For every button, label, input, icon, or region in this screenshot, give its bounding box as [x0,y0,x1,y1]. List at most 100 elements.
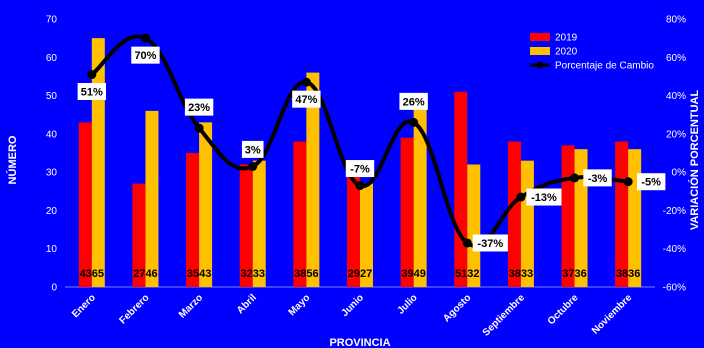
bar-2020 [306,72,320,287]
percent-label: 47% [292,90,321,108]
percent-label-box [636,173,666,191]
bar-data-labels: 4365 2746 3543 3233 3856 2927 3949 5132 3833 3736… [80,268,641,280]
y-tick-label: 10 [46,244,58,255]
bar-total-label: 3833 [509,268,533,280]
percent-label-text: 51% [81,87,103,99]
percent-change-point [516,192,526,202]
bar-2019 [507,141,521,287]
percent-label: 26% [399,92,428,110]
y-tick-label: 30 [46,168,58,179]
percent-label-text: 3% [245,144,261,156]
percent-change-point [248,161,258,171]
x-tick-label: Septiembre [481,292,528,339]
y2-tick-label: 20% [666,129,686,140]
bar-total-label: 3949 [401,268,425,280]
x-tick-label: Abril [235,292,259,316]
percent-label-box [583,169,612,187]
y2-tick-label: 0% [672,168,687,179]
percent-label-box [399,92,428,110]
bar-2019 [132,183,146,287]
percent-label: 70% [131,46,160,64]
y2-tick-label: -40% [663,244,686,255]
legend-label: 2019 [555,33,578,44]
percent-change-point [623,177,633,187]
x-tick-label: Noviembre [590,292,635,337]
percent-label: -5% [636,173,666,191]
x-tick-label: Julio [395,292,419,316]
percent-change-point [140,33,150,43]
bar-2019 [615,141,629,287]
y2-tick-label: 60% [666,53,686,64]
legend-label: 2020 [555,47,578,58]
percent-change-point [194,123,204,133]
percent-change-point [409,117,419,127]
x-tick-label: Marzo [177,292,205,320]
percent-label: -13% [526,188,562,206]
x-tick-label: Mayo [287,292,313,318]
percent-label-text: 26% [403,96,425,108]
bar-2019 [454,91,468,287]
y2-tick-label: 80% [666,15,686,26]
y-tick-label: 70 [46,15,58,26]
percent-label-box [131,46,160,64]
percent-label-box [472,234,508,252]
percent-label: 23% [184,98,214,116]
percent-change-point [87,70,97,80]
percent-label-text: 70% [134,50,156,62]
percent-label-box [241,140,264,158]
y2-axis-ticks: -60% -40% -20% 0% 20% 40% 60% 80% [663,15,686,294]
percent-change-line-group: 51% 70% 23% 3% 47% -7% 26% -37% -13% -3% -5% [77,33,666,252]
percent-label-box [345,160,375,178]
bar-total-label: 3233 [240,268,264,280]
y2-tick-label: -60% [663,283,686,294]
x-tick-label: Agosto [441,292,473,324]
bar-total-label: 3856 [294,268,318,280]
bar-total-label: 2746 [133,268,157,280]
x-tick-label: Febrero [117,292,151,326]
percent-label-text: -7% [350,164,370,176]
percent-label-text: -37% [477,238,503,250]
percent-label-text: -3% [588,173,608,185]
bar-2019 [400,137,414,287]
y-tick-label: 20 [46,206,58,217]
bar-total-label: 5132 [455,268,479,280]
y-tick-label: 60 [46,53,58,64]
legend: 2019 2020 Porcentaje de Cambio [530,33,654,72]
bar-2019 [293,141,307,287]
bar-2020 [145,110,159,287]
percent-change-point [355,181,365,191]
percent-label-box [184,98,214,116]
y2-tick-label: 40% [666,91,686,102]
percent-label: -3% [583,169,612,187]
y-tick-label: 50 [46,91,58,102]
bar-2020 [628,149,642,287]
y-tick-label: 40 [46,129,58,140]
bars [78,38,642,288]
bar-2019 [186,153,200,287]
y-axis-title: NÚMERO [6,135,19,184]
percent-change-point [301,77,311,87]
percent-label: 51% [77,83,107,101]
bar-2020 [91,38,105,288]
bar-2020 [413,99,427,288]
y-axis-ticks: 0 10 20 30 40 50 60 70 [46,15,58,294]
x-tick-label: Octubre [546,292,581,327]
bar-2020 [199,122,213,287]
y2-axis-title: VARIACIÓN PORCENTUAL [688,90,701,231]
x-tick-label: Junio [339,292,366,319]
y-tick-label: 0 [51,283,57,294]
legend-swatch-2020 [530,47,550,55]
x-tick-label: Enero [70,292,98,320]
bar-2020 [360,183,373,287]
percent-change-point [570,173,580,183]
bar-total-label: 3836 [616,268,640,280]
percent-label-box [292,90,321,108]
bar-total-label: 3736 [562,268,586,280]
bar-total-label: 2927 [348,268,372,280]
bar-2019 [78,122,92,287]
percent-label-box [526,188,562,206]
bar-2020 [467,164,481,287]
legend-swatch-point [536,61,544,69]
x-axis-title: PROVINCIA [329,337,390,348]
